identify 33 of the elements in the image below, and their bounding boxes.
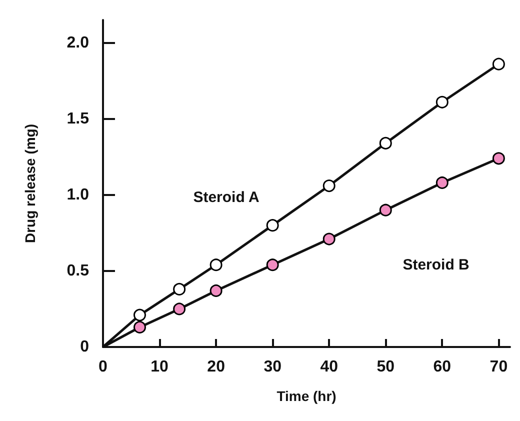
point <box>492 58 505 70</box>
point <box>210 258 222 272</box>
y-tick-label: 2.0 <box>66 34 90 52</box>
point <box>379 136 392 150</box>
y-tick-label: 0.5 <box>66 262 90 280</box>
x-tick-label: 20 <box>207 358 226 376</box>
point <box>322 180 336 192</box>
text: Steroid B <box>402 256 470 274</box>
point <box>266 258 279 272</box>
x-axis-title: Time (hr) <box>276 388 336 404</box>
point <box>173 302 186 316</box>
point <box>210 284 222 297</box>
x-tick-label: 0 <box>98 358 108 376</box>
point <box>134 320 146 334</box>
point <box>379 204 392 216</box>
x-tick-label: 50 <box>376 358 395 376</box>
point <box>436 96 448 108</box>
y-tick-label: 1.5 <box>66 110 90 128</box>
y-axis-title: Drug release (mg) <box>22 124 38 244</box>
x-tick-label: 70 <box>490 358 508 376</box>
point <box>266 219 279 232</box>
series-label: Steroid A <box>193 188 260 206</box>
point <box>173 282 186 296</box>
x-tick-label: 40 <box>320 358 338 376</box>
point <box>322 232 336 246</box>
point <box>492 152 505 165</box>
y-tick-label: 1.0 <box>66 186 90 204</box>
point <box>436 176 448 189</box>
point <box>134 308 146 322</box>
x-tick-label: 60 <box>433 358 452 376</box>
x-tick-label: 10 <box>150 358 169 376</box>
x-tick-label: 30 <box>264 358 282 376</box>
y-tick-label: 0 <box>80 338 90 356</box>
